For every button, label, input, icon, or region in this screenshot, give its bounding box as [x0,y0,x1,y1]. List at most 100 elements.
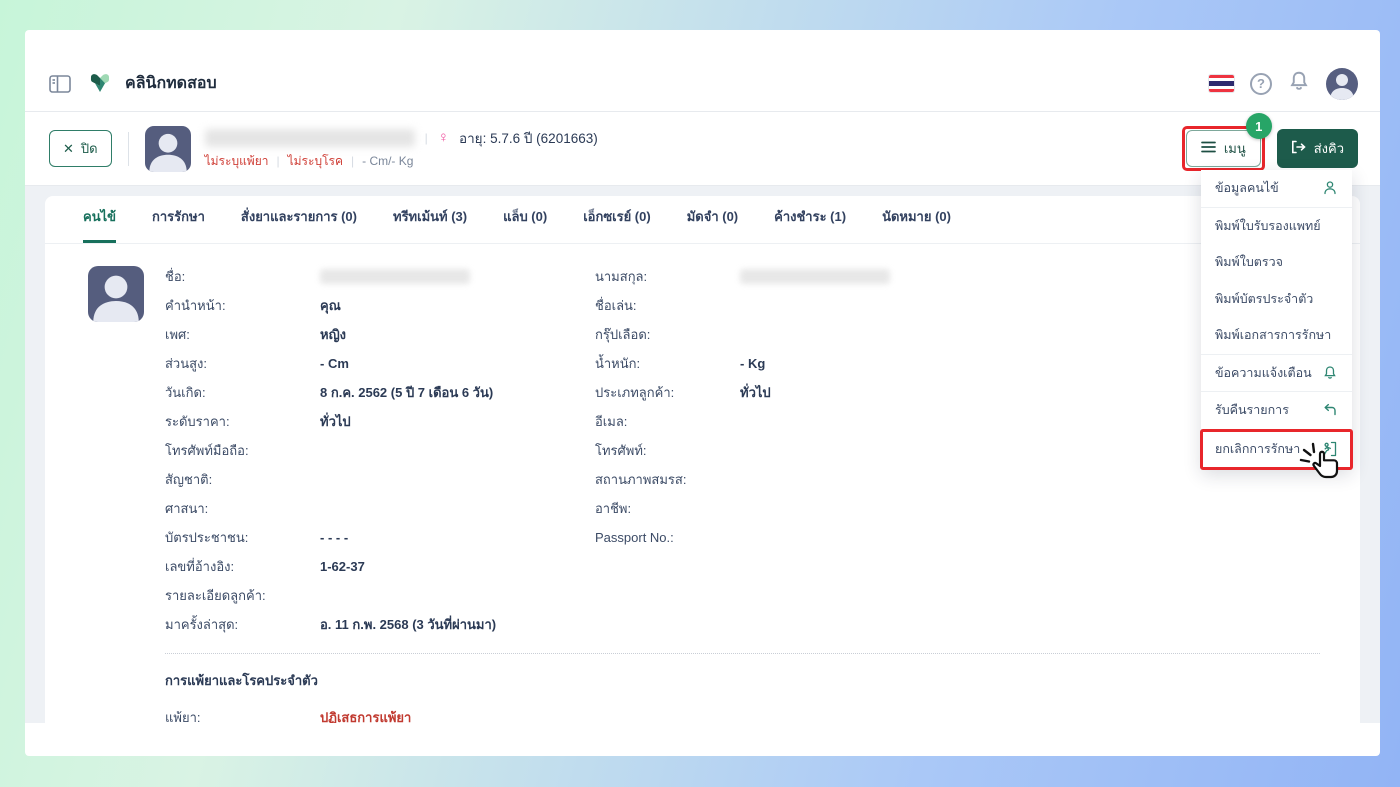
field-value: 8 ก.ค. 2562 (5 ปี 7 เดือน 6 วัน) [320,385,494,400]
actions-dropdown-menu: ข้อมูลคนไข้ พิมพ์ใบรับรองแพทย์ พิมพ์ใบตร… [1200,170,1353,478]
tab-treatment[interactable]: การรักษา [152,209,205,224]
field-value: หญิง [320,327,346,342]
field-label: อาชีพ: [595,501,632,516]
tab-prescriptions[interactable]: สั่งยาและรายการ (0) [240,209,357,224]
field-value: อ. 11 ก.พ. 2568 (3 วันที่ผ่านมา) [320,617,497,632]
menu-item-label: รับคืนรายการ [1215,403,1289,418]
menu-item-return-items[interactable]: รับคืนรายการ [1201,392,1352,429]
divider: | [276,154,280,168]
menu-item-label: ข้อมูลคนไข้ [1215,181,1279,196]
help-icon[interactable]: ? [1250,72,1272,95]
field-row: ศาสนา: อาชีพ: [165,494,1320,523]
menu-divider [1201,353,1352,355]
step-badge: 1 [1245,113,1272,139]
field-label: น้ำหนัก: [595,356,641,371]
metrics-tag: - Cm/- Kg [362,154,414,168]
field-label: บัตรประชาชน: [165,530,249,545]
field-value: 1-62-37 [320,559,365,574]
menu-item-patient-info[interactable]: ข้อมูลคนไข้ [1201,170,1352,207]
field-label: วันเกิด: [165,385,206,400]
divider: | [350,154,355,168]
divider [127,131,129,166]
close-button-label: ปิด [80,141,98,156]
close-button[interactable]: ✕ ปิด [49,130,112,167]
notification-bell-icon[interactable] [1288,70,1310,97]
forward-icon [1291,140,1306,157]
field-label: กรุ๊ปเลือด: [595,327,651,342]
field-value [740,269,1320,284]
field-row: ชื่อ: นามสกุล: [165,262,1320,291]
field-value: - Kg [740,356,766,371]
menu-item-label: พิมพ์เอกสารการรักษา [1215,328,1332,343]
field-label: สัญชาติ: [165,472,213,487]
field-label: ส่วนสูง: [165,356,208,371]
field-row: รายละเอียดลูกค้า: [165,581,1320,610]
field-row: สัญชาติ: สถานภาพสมรส: [165,465,1320,494]
tab-deposit[interactable]: มัดจำ (0) [686,209,739,224]
field-label: ระดับราคา: [165,414,230,429]
allergy-row: แพ้ยา: ปฏิเสธการแพ้ยา [165,703,1320,723]
disease-status-tag: ไม่ระบุโรค [287,153,343,168]
patient-avatar [144,125,191,172]
menu-item-print-id-card[interactable]: พิมพ์บัตรประจำตัว [1201,280,1352,317]
field-label: โทรศัพท์มือถือ: [165,443,249,458]
content-area: คนไข้ การรักษา สั่งยาและรายการ (0) ทรีทเ… [25,186,1380,723]
menu-item-label: พิมพ์ใบรับรองแพทย์ [1215,218,1321,233]
menu-button[interactable]: เมนู [1185,130,1261,167]
user-avatar[interactable] [1326,67,1358,100]
field-value: ทั่วไป [320,414,351,429]
tab-lab[interactable]: แล็บ (0) [503,209,548,224]
menu-item-print-exam-form[interactable]: พิมพ์ใบตรวจ [1201,244,1352,281]
menu-item-label: พิมพ์บัตรประจำตัว [1215,291,1314,306]
field-value: ทั่วไป [740,385,771,400]
tab-bar: คนไข้ การรักษา สั่งยาและรายการ (0) ทรีทเ… [45,196,1360,244]
app-window: คลินิกทดสอบ ? ✕ ปิด [25,30,1380,756]
patient-fields: ชื่อ: นามสกุล: คำนำหน้า: คุณ ชื่อเล่น: เ… [165,262,1360,723]
field-label: คำนำหน้า: [165,298,226,313]
send-queue-label: ส่งคิว [1313,141,1344,156]
menu-item-label: ยกเลิกการรักษา [1215,442,1301,456]
field-row: วันเกิด: 8 ก.ค. 2562 (5 ปี 7 เดือน 6 วัน… [165,378,1320,407]
send-queue-button[interactable]: ส่งคิว [1276,129,1358,168]
menu-item-label: พิมพ์ใบตรวจ [1215,255,1283,270]
field-label: โทรศัพท์: [595,443,647,458]
close-icon: ✕ [63,140,74,156]
sidebar-toggle-icon[interactable] [49,74,71,93]
top-navbar: คลินิกทดสอบ ? [25,30,1380,112]
redacted-value [320,269,470,284]
field-label: ชื่อ: [165,269,186,284]
field-label: แพ้ยา: [165,710,201,723]
field-label: Passport No.: [595,530,674,545]
exit-icon [1322,441,1338,457]
patient-header-bar: ✕ ปิด | ♀ อายุ: 5.7.6 ปี (6201663) ไม่ระ… [25,112,1380,186]
field-label: ศาสนา: [165,501,209,516]
field-row: ส่วนสูง: - Cm น้ำหนัก: - Kg [165,349,1320,378]
clinic-logo [87,72,113,96]
menu-button-label: เมนู [1223,141,1246,156]
menu-divider [1201,391,1352,392]
tab-xray[interactable]: เอ็กซเรย์ (0) [583,209,651,224]
field-label: นามสกุล: [595,269,648,284]
tab-treatments-course[interactable]: ทรีทเม้นท์ (3) [393,209,468,224]
field-label: เลขที่อ้างอิง: [165,559,235,574]
person-icon [1322,180,1338,196]
tab-patient[interactable]: คนไข้ [83,206,117,243]
field-row: เพศ: หญิง กรุ๊ปเลือด: [165,320,1320,349]
hamburger-icon [1200,141,1216,156]
menu-item-print-treatment-documents[interactable]: พิมพ์เอกสารการรักษา [1201,317,1352,354]
menu-item-print-medical-certificate[interactable]: พิมพ์ใบรับรองแพทย์ [1201,207,1352,244]
bell-icon [1322,365,1338,381]
patient-details-section: ชื่อ: นามสกุล: คำนำหน้า: คุณ ชื่อเล่น: เ… [45,244,1360,723]
field-value: - - - - [320,530,349,545]
field-label: อีเมล: [595,414,628,429]
menu-item-label: ข้อความแจ้งเตือน [1215,365,1312,380]
language-flag-icon[interactable] [1209,75,1234,92]
allergy-section-heading: การแพ้ยาและโรคประจำตัว [165,673,318,688]
menu-item-notification-message[interactable]: ข้อความแจ้งเตือน [1201,354,1352,391]
field-row: โทรศัพท์มือถือ: โทรศัพท์: [165,436,1320,465]
return-icon [1322,402,1338,418]
tab-appointments[interactable]: นัดหมาย (0) [882,209,951,224]
field-label: รายละเอียดลูกค้า: [165,588,266,603]
field-row: เลขที่อ้างอิง: 1-62-37 [165,552,1320,581]
tab-outstanding[interactable]: ค้างชำระ (1) [774,209,847,224]
